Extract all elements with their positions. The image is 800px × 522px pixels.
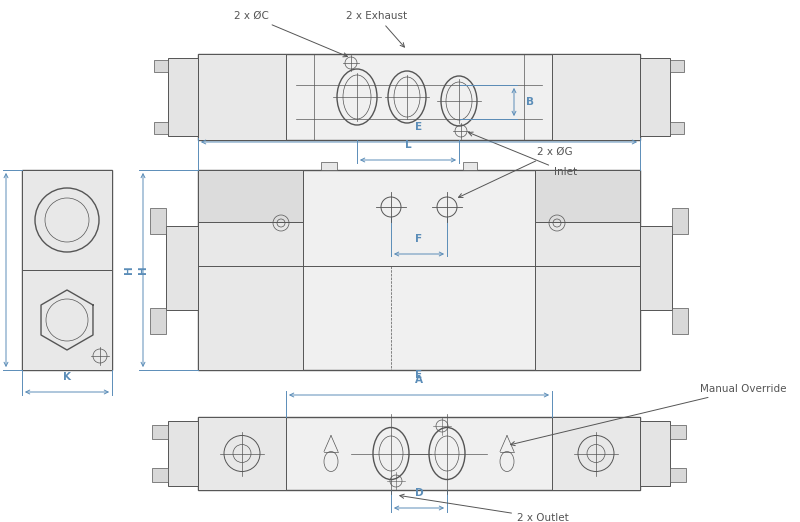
Bar [22,270,112,370]
Bar [168,421,198,486]
Bar [166,226,198,310]
Bar [152,468,168,482]
Bar [463,162,477,170]
Bar [640,226,672,310]
Bar [168,58,198,136]
Text: L: L [405,140,411,150]
Bar [535,170,640,370]
Text: K: K [63,372,71,382]
Bar [552,54,640,140]
Bar [22,170,112,370]
Text: 2 x ØC: 2 x ØC [234,11,347,57]
Bar [672,308,688,334]
Text: D: D [414,488,423,498]
Text: E: E [415,122,422,132]
Text: E: E [415,370,422,380]
Text: H: H [124,266,134,275]
Bar [321,162,337,170]
Text: 2 x Outlet: 2 x Outlet [400,494,569,522]
Bar [22,170,112,270]
Bar [670,468,686,482]
Text: H: H [138,266,148,275]
Text: 2 x Exhaust: 2 x Exhaust [346,11,407,47]
Bar [535,170,640,222]
Text: Inlet: Inlet [469,132,577,177]
Bar [198,417,640,490]
Text: A: A [415,375,423,385]
Bar [198,170,640,370]
Bar [150,308,166,334]
Bar [670,60,684,72]
Bar [552,417,640,490]
Bar [154,122,168,134]
Bar [670,425,686,439]
Bar [154,60,168,72]
Text: Manual Override: Manual Override [510,384,786,446]
Text: F: F [415,234,422,244]
Bar [672,208,688,234]
Bar [640,58,670,136]
Bar [198,170,303,370]
Text: B: B [526,97,534,107]
Bar [152,425,168,439]
Bar [198,54,640,140]
Bar [150,208,166,234]
Text: 2 x ØG: 2 x ØG [458,147,573,197]
Bar [670,122,684,134]
Bar [198,54,286,140]
Bar [198,417,286,490]
Bar [640,421,670,486]
Bar [198,170,303,222]
